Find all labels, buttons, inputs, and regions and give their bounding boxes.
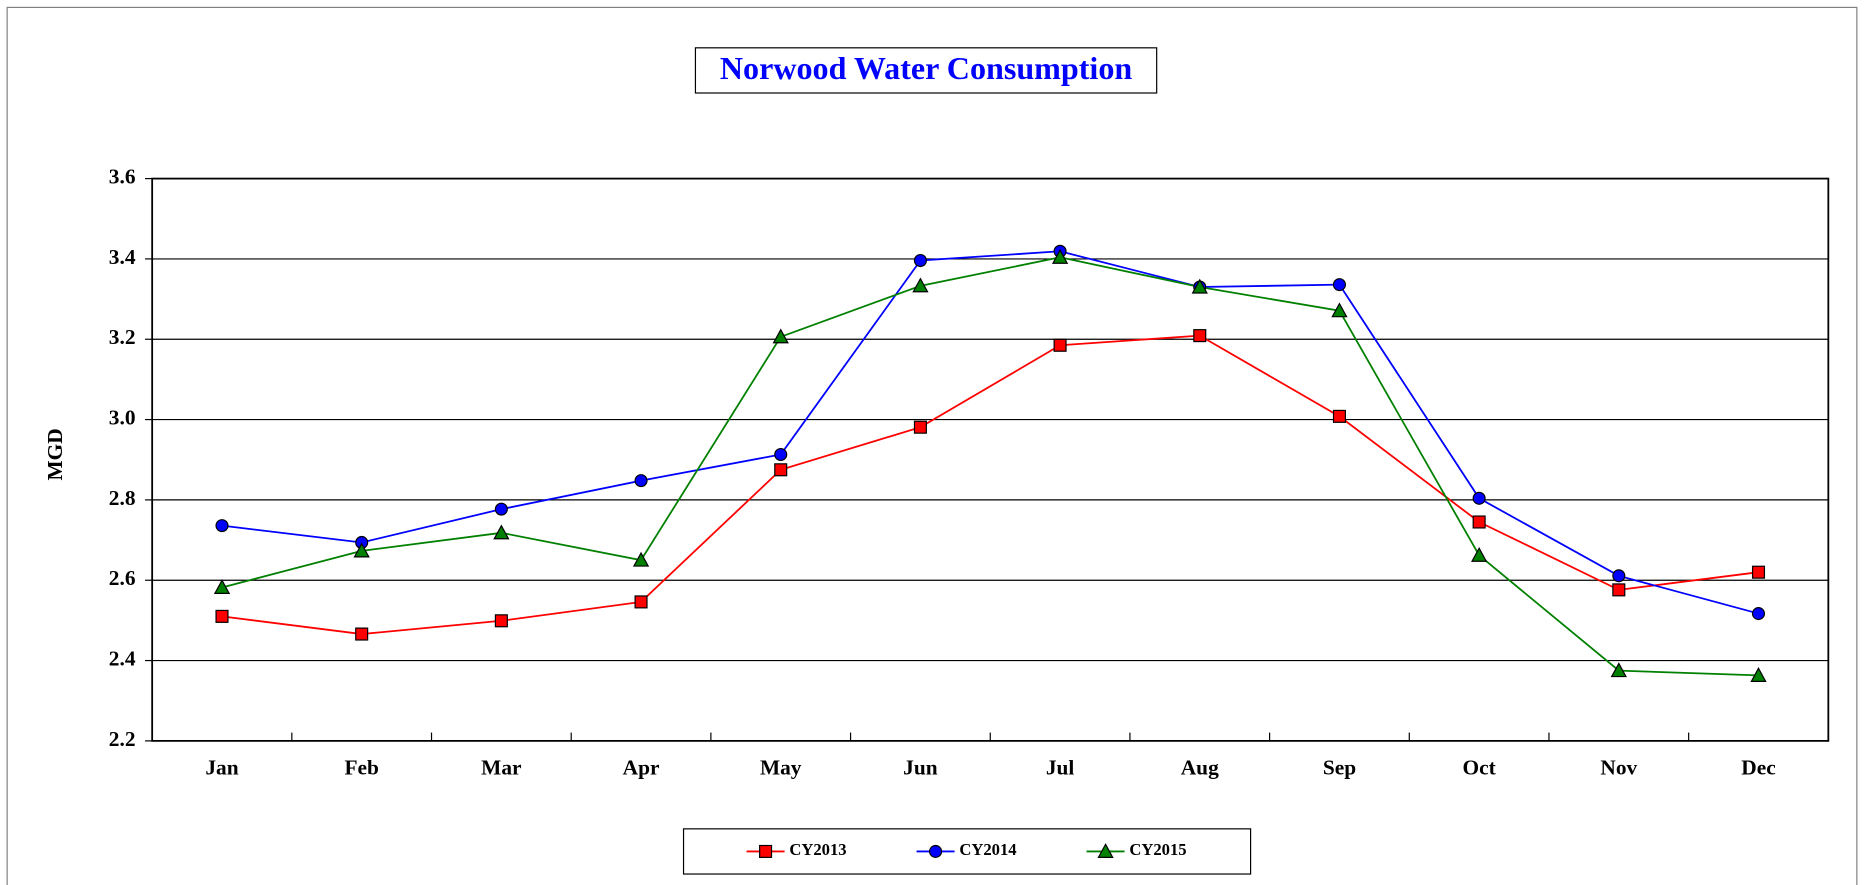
marker [355,627,369,641]
y-tick-label: 2.2 [109,727,136,751]
y-tick-label: 3.4 [109,245,136,269]
x-tick-label: Apr [623,755,660,779]
x-tick-label: Jul [1046,755,1075,779]
marker [632,551,650,567]
marker [1193,329,1207,343]
legend-label: CY2013 [789,840,846,859]
marker [1332,409,1346,423]
marker [1472,515,1486,529]
x-tick-label: Feb [344,755,379,779]
marker [493,524,510,540]
marker [1331,302,1348,318]
x-tick-label: Oct [1463,755,1497,779]
marker [1751,607,1766,621]
marker [1750,667,1767,682]
marker [634,595,648,609]
x-tick-label: Dec [1741,755,1775,779]
marker [929,844,943,858]
marker [1751,565,1766,579]
x-tick-label: Jan [205,755,238,779]
marker [774,463,788,477]
series-line [221,250,1759,615]
y-tick-label: 3.2 [109,325,136,349]
y-tick-label: 2.6 [109,566,136,590]
marker [213,579,231,594]
legend-label: CY2015 [1129,840,1186,859]
x-tick-label: Mar [481,755,522,779]
marker [494,502,508,516]
x-tick-label: Sep [1323,755,1356,779]
marker [353,542,370,558]
marker [759,844,773,858]
series-line [221,334,1759,635]
marker [1612,569,1626,583]
marker [1332,278,1346,292]
marker [774,447,788,462]
marker [1610,662,1627,678]
plot-area [152,178,1829,741]
marker [913,253,927,268]
x-tick-label: May [760,755,802,779]
marker [215,609,229,623]
marker [1191,278,1208,294]
marker [215,519,229,533]
y-tick-label: 2.8 [109,486,136,510]
x-tick-label: Jun [903,755,938,779]
marker [1472,491,1486,505]
marker [1612,583,1626,597]
x-tick-label: Nov [1600,755,1637,779]
marker [1053,338,1067,352]
y-tick-label: 3.6 [109,164,136,188]
x-tick-label: Aug [1181,755,1219,779]
marker [1471,546,1488,562]
marker [912,277,929,293]
marker [1051,248,1069,264]
marker [772,328,789,344]
chart-border [6,6,1858,885]
y-axis-label: MGD [43,428,67,480]
y-tick-label: 3.0 [109,405,136,429]
chart-title: Norwood Water Consumption [720,50,1132,86]
legend-label: CY2014 [959,840,1016,859]
title-box [694,47,1158,94]
marker [913,420,927,434]
marker [1097,843,1114,858]
marker [494,614,508,628]
y-tick-label: 2.4 [109,646,136,670]
marker [634,474,648,488]
series-line [221,256,1759,677]
